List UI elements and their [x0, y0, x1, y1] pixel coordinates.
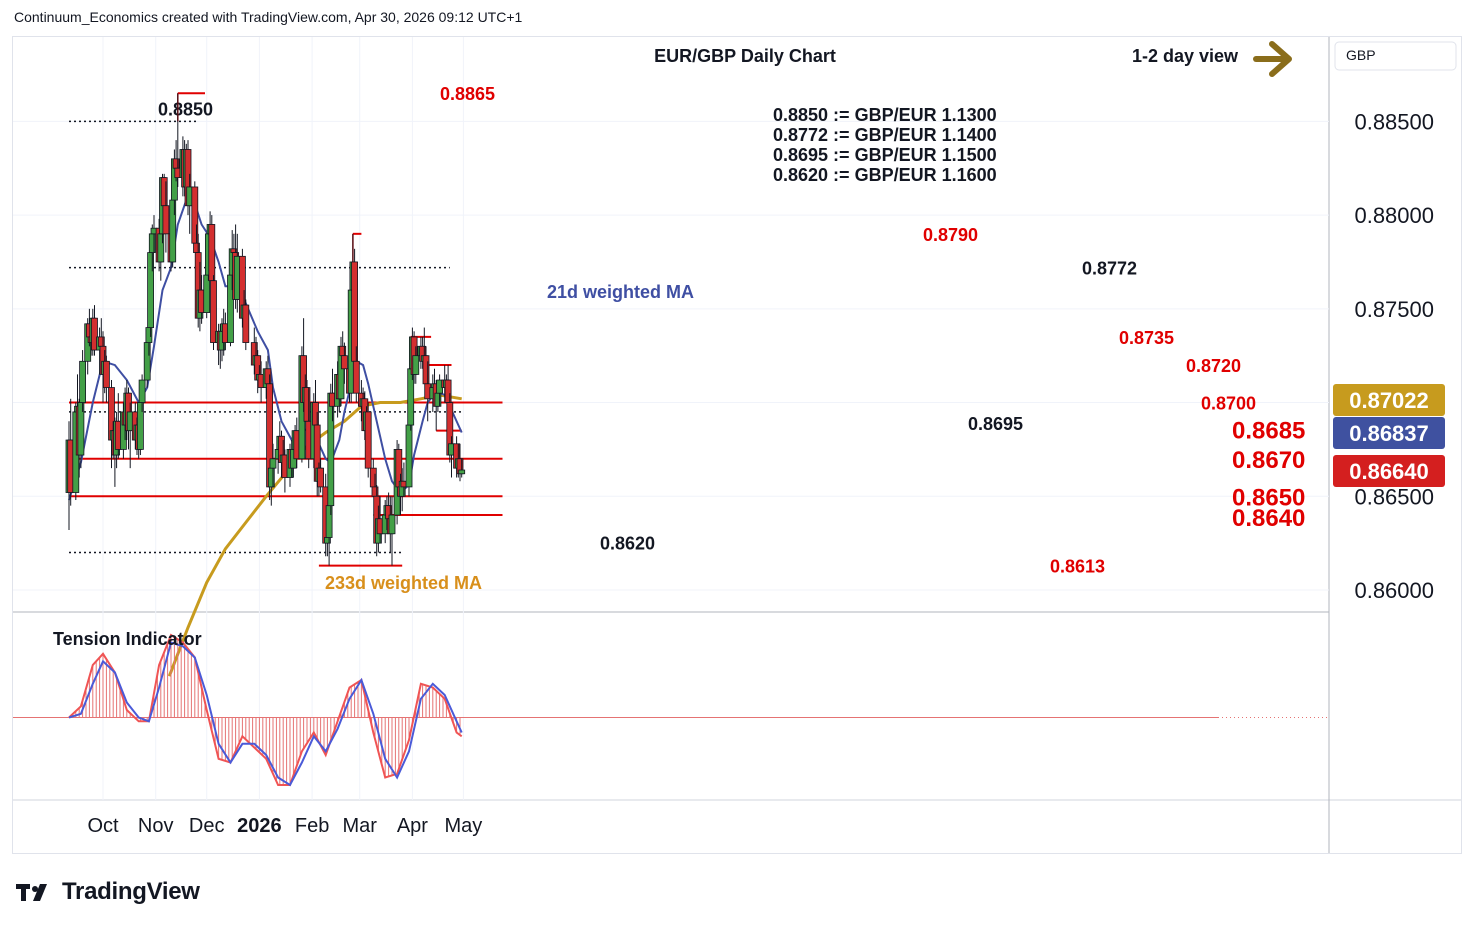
annotations: EUR/GBP Daily Chart 1-2 day view 0.8850 … [53, 41, 1376, 649]
x-tick-label: Dec [189, 815, 225, 837]
candle[interactable] [79, 350, 86, 412]
level-label-0-8685: 0.8685 [1232, 418, 1305, 445]
candle-body [317, 467, 325, 488]
x-tick-label: 2026 [237, 815, 282, 837]
candle[interactable] [317, 458, 325, 493]
conversion-note-3: 0.8695 := GBP/EUR 1.1500 [773, 145, 997, 165]
price-scale-currency: GBP [1346, 47, 1376, 63]
tradingview-logo-icon [16, 884, 47, 901]
y-tick-label: 0.87500 [1354, 297, 1434, 322]
y-tick-label: 0.86500 [1354, 484, 1434, 509]
tension-indicator-pane [13, 633, 1329, 787]
candle-body [103, 360, 110, 388]
ma21-label: 21d weighted MA [547, 282, 694, 302]
last-value-badge [1333, 384, 1445, 416]
level-label-0-8695: 0.8695 [968, 414, 1023, 434]
ma21-line-group [68, 198, 463, 501]
last-value-badge [1333, 455, 1445, 487]
candle-body [79, 360, 86, 403]
axes: 0.860000.865000.870000.875000.880000.885… [87, 41, 1457, 837]
candle[interactable] [210, 275, 217, 351]
level-label-0-8640: 0.8640 [1232, 505, 1305, 532]
candle-body [208, 224, 216, 282]
ma233-label: 233d weighted MA [325, 573, 482, 593]
level-label-0-8790: 0.8790 [923, 225, 978, 245]
x-tick-label: Nov [138, 815, 174, 837]
level-label-0-8865: 0.8865 [440, 84, 495, 104]
last-value-badge [1333, 417, 1445, 449]
candle[interactable] [458, 458, 466, 478]
y-tick-label: 0.88500 [1354, 109, 1434, 134]
last-value-label: 0.86837 [1349, 421, 1429, 446]
currency-box [1334, 41, 1457, 71]
level-label-0-8670: 0.8670 [1232, 447, 1305, 474]
candle[interactable] [91, 305, 98, 356]
candle[interactable] [138, 374, 146, 412]
x-tick-label: Apr [397, 815, 428, 837]
candle[interactable] [103, 355, 110, 403]
candle[interactable] [388, 496, 396, 566]
conversion-note-4: 0.8620 := GBP/EUR 1.1600 [773, 165, 997, 185]
candle[interactable] [269, 443, 277, 487]
candle-body [340, 355, 348, 370]
candle-body [162, 205, 170, 235]
candle-body [458, 469, 466, 475]
x-tick-label: Mar [342, 815, 377, 837]
last-value-label: 0.86640 [1349, 459, 1429, 484]
candle[interactable] [242, 299, 250, 351]
candle-body [138, 379, 146, 403]
candle[interactable] [340, 342, 348, 384]
y-tick-label: 0.86000 [1354, 578, 1434, 603]
candles[interactable] [65, 93, 466, 566]
x-tick-label: Oct [87, 815, 119, 837]
conversion-note-2: 0.8772 := GBP/EUR 1.1400 [773, 125, 997, 145]
y-tick-label: 0.88000 [1354, 203, 1434, 228]
candle-body [412, 355, 420, 375]
candle-body [388, 514, 396, 535]
ma21-line [68, 198, 463, 501]
level-label-0-8620: 0.8620 [600, 534, 655, 554]
tension-fast-line [68, 633, 463, 786]
level-label-0-8735: 0.8735 [1119, 328, 1174, 348]
x-tick-label: May [445, 815, 483, 837]
conversion-note-1: 0.8850 := GBP/EUR 1.1300 [773, 105, 997, 125]
candle[interactable] [162, 181, 170, 253]
candle-body [405, 424, 413, 488]
candle[interactable] [412, 346, 420, 384]
tension-slow-line [68, 641, 463, 787]
candle[interactable] [352, 346, 360, 403]
level-label-0-8850: 0.8850 [158, 99, 213, 119]
candle-body [269, 458, 277, 469]
view-note: 1-2 day view [1132, 46, 1239, 66]
candle-body [352, 360, 360, 394]
candle-body [91, 317, 98, 351]
candle-body [242, 304, 250, 343]
level-label-0-8650: 0.8650 [1232, 484, 1305, 511]
chart-frame [12, 36, 1462, 854]
x-tick-label: Feb [295, 815, 329, 837]
tradingview-logo-text: TradingView [62, 878, 200, 905]
candle-body [210, 280, 217, 343]
level-label-0-8772: 0.8772 [1082, 259, 1137, 279]
attribution-header: Continuum_Economics created with Trading… [14, 9, 523, 25]
candle[interactable] [364, 402, 372, 478]
tension-indicator-label: Tension Indicator [53, 629, 202, 649]
tradingview-logo[interactable]: TradingView [16, 878, 200, 906]
chart-title: EUR/GBP Daily Chart [654, 46, 836, 66]
candle-body [364, 411, 372, 469]
level-label-0-8700: 0.8700 [1201, 394, 1256, 414]
last-value-label: 0.87022 [1349, 388, 1429, 413]
arrow-right-icon [1253, 41, 1292, 77]
level-label-0-8613: 0.8613 [1050, 557, 1105, 577]
level-label-0-8720: 0.8720 [1186, 356, 1241, 376]
grid [13, 37, 1461, 853]
